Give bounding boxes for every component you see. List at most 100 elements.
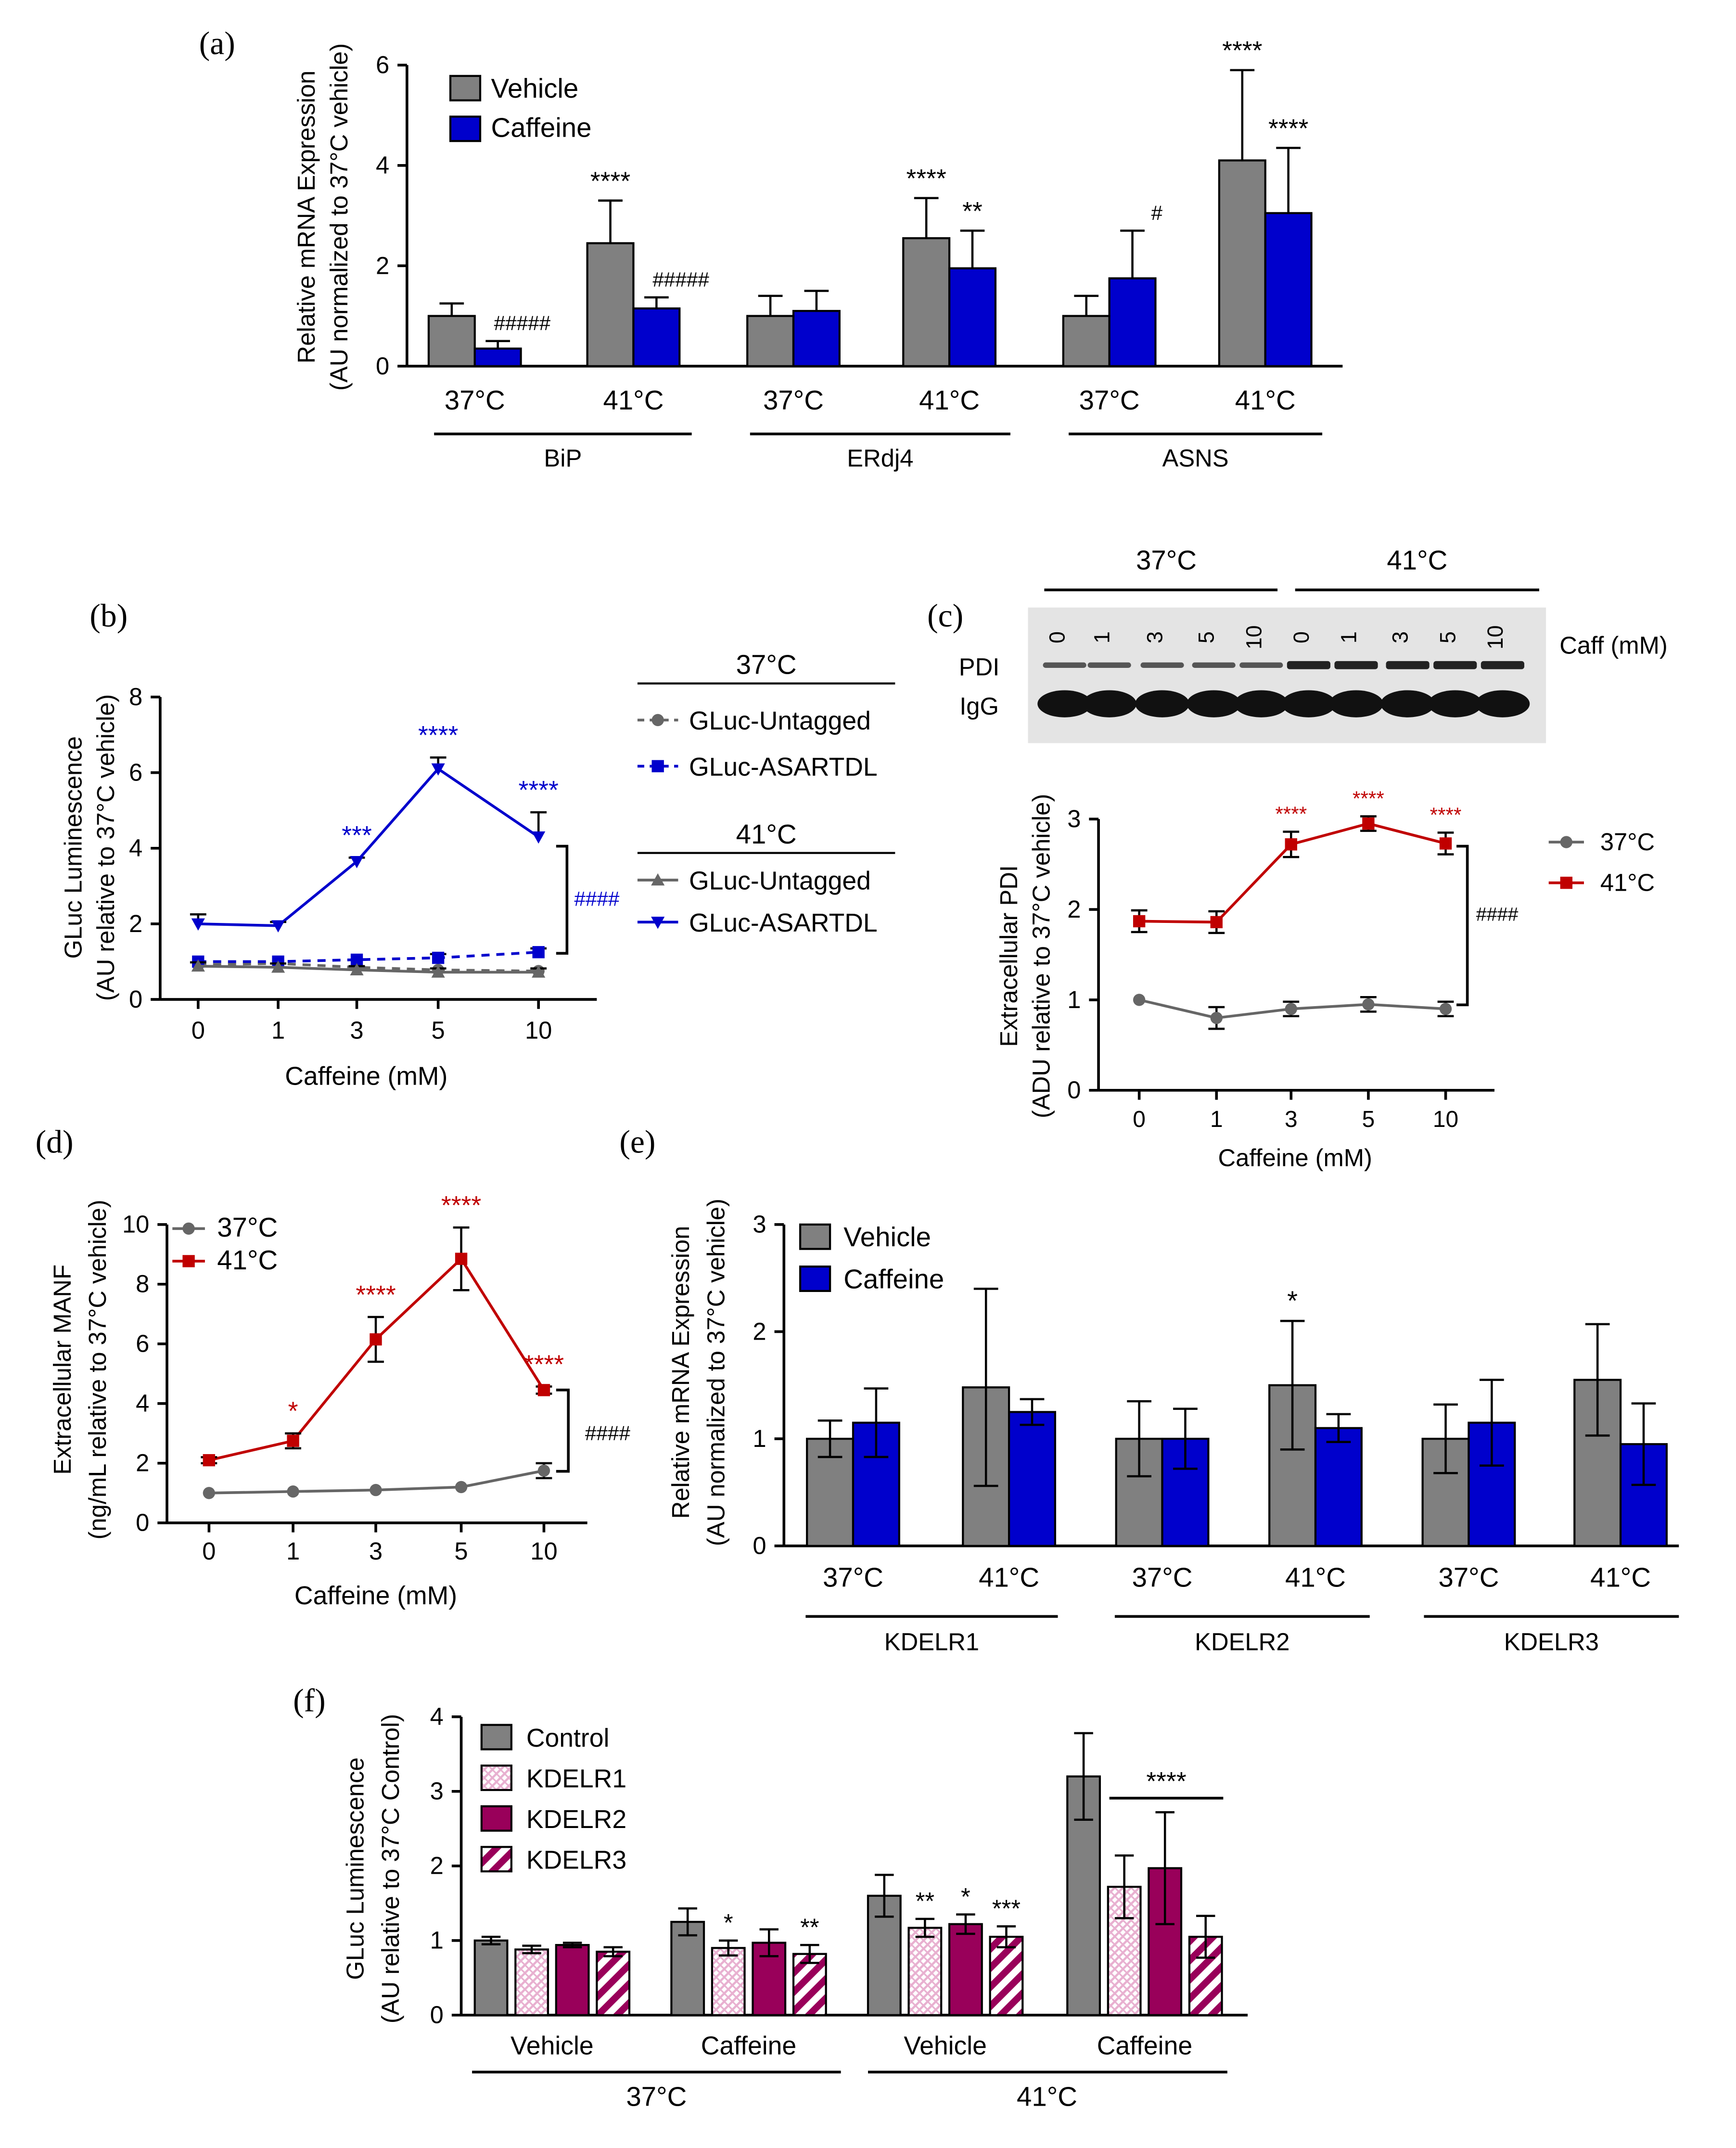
bar [632,307,681,368]
x-tick-label: 41°C [1590,1562,1651,1592]
x-tick-label: 41°C [1235,385,1296,415]
bar [473,1939,509,2016]
bracket [1456,844,1469,1007]
igg-band [1380,690,1435,717]
y-tick-label: 8 [136,1270,149,1298]
group-label: BiP [544,444,582,472]
x-tick-label: 1 [286,1537,300,1565]
bracket [556,844,569,955]
panel-label: (b) [89,598,128,634]
data-point [1285,838,1297,851]
data-point [191,959,205,972]
data-point [651,873,665,886]
data-point [191,918,205,931]
bar [948,267,997,368]
y-tick-label: 0 [753,1532,766,1560]
panel-c: (c)37°C 41°C0 1 3 5 10 0 1 3 5 10 Caff (mM)PDIIgG01… [927,545,1668,1172]
lane-label: 0 [1045,631,1070,643]
y-axis-label: (AU relative to 37°C vehicle) [92,694,119,1001]
pdi-band [1481,661,1524,669]
significance-label: ** [800,1913,819,1941]
data-point [455,1253,468,1265]
lane-label: 0 [1289,631,1314,643]
x-axis-label: Caffeine (mM) [285,1062,447,1091]
x-tick-label: Caffeine [1097,2032,1192,2060]
y-tick-label: 1 [430,1927,444,1954]
bar [596,1950,631,2016]
y-tick-label: 0 [430,2001,444,2029]
series-line [198,950,539,963]
y-tick-label: 1 [753,1425,766,1452]
data-point [287,1485,299,1498]
y-tick-label: 1 [1067,986,1081,1013]
legend-marker [1560,876,1573,889]
bar [1008,1411,1057,1547]
x-tick-label: 41°C [1285,1562,1346,1592]
y-axis-label: (ADU relative to 37°C vehicle) [1028,794,1055,1118]
y-tick-label: 3 [753,1211,766,1238]
x-tick-label: 41°C [919,385,980,415]
data-point [532,946,545,959]
bar [792,310,841,368]
data-point [350,856,364,869]
pdi-band [1334,661,1378,669]
y-tick-label: 3 [1067,805,1081,832]
significance-label: * [288,1397,298,1426]
panel-e: (e) 0 1 2 3 Relative mRNA Expression (AU norma… [619,1124,1679,1656]
legend-swatch [799,1266,831,1292]
x-tick-label: 3 [369,1537,383,1565]
y-tick-label: 4 [129,834,142,862]
data-point [532,965,546,978]
significance-label: *** [342,821,372,850]
data-point [537,1464,550,1477]
bar [711,1947,746,2016]
legend-label: Vehicle [843,1222,931,1252]
y-axis-label: (AU normalized to 37°C vehicle) [702,1199,729,1546]
pdi-band [1386,661,1430,669]
x-tick-label: 5 [454,1537,468,1565]
bar [586,242,635,368]
y-axis-label: Extracellular PDI [995,865,1022,1047]
legend-swatch [480,1764,512,1791]
x-tick-label: 10 [525,1017,552,1044]
y-tick-label: 3 [430,1777,444,1805]
legend-label: Caffeine [843,1264,944,1294]
blot-temp-label: 41°C [1387,545,1447,575]
panel-label: (e) [619,1124,655,1160]
data-point [1210,916,1223,929]
y-tick-label: 2 [129,910,142,937]
igg-band [1037,690,1092,717]
data-point [537,1384,550,1396]
group-label: KDELR1 [884,1628,979,1656]
igg-band [1428,690,1482,717]
group-label: 37°C [626,2082,687,2112]
significance-label: **** [356,1281,396,1309]
x-tick-label: 41°C [603,385,664,415]
y-tick-label: 0 [129,985,142,1013]
panel-b: (b) 0 2 4 6 8 GLuc Luminescence (AU relative to… [59,598,895,1091]
legend-swatch [449,115,482,142]
data-point [651,917,665,929]
legend-label: KDELR2 [526,1805,626,1834]
legend-label: GLuc-ASARTDL [689,909,878,937]
pdi-band [1140,662,1184,668]
y-tick-label: 4 [430,1703,444,1730]
significance-label: # [1151,202,1163,224]
igg-band [1135,690,1189,717]
legend-swatch [480,1805,512,1832]
significance-label: **** [1268,115,1308,143]
igg-band [1329,690,1383,717]
x-tick-label: 37°C [445,385,505,415]
panel-a: (a) 0 2 4 6 Relative mRNA Expression (AU norma… [199,26,1343,472]
igg-band [1475,690,1530,717]
band-label: PDI [959,653,1000,680]
y-tick-label: 2 [376,252,389,279]
pdi-band [1043,662,1086,668]
y-tick-label: 2 [430,1852,444,1880]
x-tick-label: 3 [1285,1107,1298,1132]
y-axis-label: Relative mRNA Expression [293,70,320,363]
data-point [1439,1003,1452,1015]
lane-label: 1 [1337,631,1361,643]
significance-label: **** [1275,803,1307,825]
